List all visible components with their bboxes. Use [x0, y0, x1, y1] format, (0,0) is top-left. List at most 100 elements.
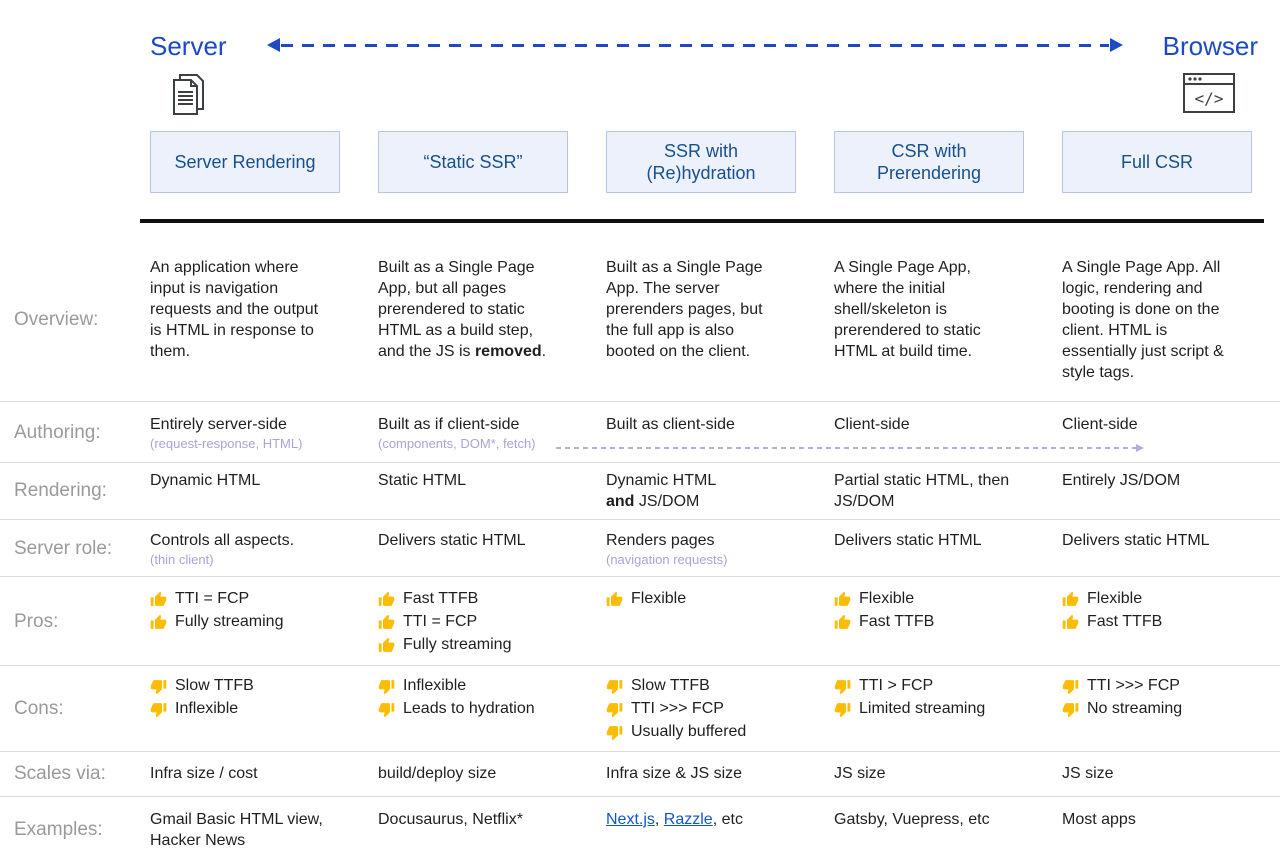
pros-ssr-rehydration: Flexible — [596, 587, 824, 611]
scales-static-ssr: build/deploy size — [378, 765, 497, 782]
server-role-ssr-rehydration: Renders pages (navigation requests) — [596, 530, 824, 568]
browser-label: Browser — [1162, 31, 1258, 61]
con-text: Inflexible — [403, 677, 467, 694]
cons-full-csr: TTI >>> FCP No streaming — [1052, 674, 1280, 721]
con-item: TTI >>> FCP — [606, 698, 786, 720]
pro-text: Fully streaming — [175, 613, 284, 630]
bold-text: removed — [474, 343, 542, 360]
thumbs-up-icon — [378, 591, 395, 606]
sub-note: (thin client) — [150, 552, 214, 567]
pros-server-rendering: TTI = FCP Fully streaming — [140, 587, 368, 634]
pro-text: Fully streaming — [403, 636, 512, 653]
pro-text: Flexible — [1087, 590, 1143, 607]
pro-text: TTI = FCP — [403, 613, 478, 630]
scales-csr-prerendering: JS size — [834, 765, 886, 782]
con-text: Inflexible — [175, 700, 239, 717]
column-header-full-csr: Full CSR — [1062, 131, 1252, 193]
overview-full-csr: A Single Page App. All logic, rendering … — [1062, 259, 1224, 381]
thumbs-down-icon — [606, 725, 623, 740]
pro-item: TTI = FCP — [150, 588, 330, 610]
row-label: Rendering: — [14, 480, 107, 501]
thumbs-down-icon — [834, 702, 851, 717]
column-header-server-rendering: Server Rendering — [150, 131, 340, 193]
thumbs-up-icon — [834, 614, 851, 629]
examples-server-rendering: Gmail Basic HTML view, Hacker News — [150, 811, 323, 849]
rendering-server-rendering: Dynamic HTML — [150, 472, 261, 489]
sub-note: (request-response, HTML) — [150, 436, 303, 451]
text: JS/DOM — [634, 493, 700, 510]
server-label: Server — [150, 31, 227, 61]
thumbs-up-icon — [378, 637, 395, 652]
pros-full-csr: Flexible Fast TTFB — [1052, 587, 1280, 634]
con-item: No streaming — [1062, 698, 1242, 720]
server-browser-spectrum: Server Browser </> — [0, 0, 1280, 117]
thumbs-up-icon — [1062, 591, 1079, 606]
rendering-csr-prerendering: Partial static HTML, then JS/DOM — [834, 472, 1010, 510]
examples-csr-prerendering: Gatsby, Vuepress, etc — [834, 811, 990, 828]
authoring-full-csr: Client-side — [1062, 416, 1138, 433]
authoring-csr-prerendering: Client-side — [834, 416, 910, 433]
con-item: TTI >>> FCP — [1062, 675, 1242, 697]
pros-static-ssr: Fast TTFB TTI = FCP Fully streaming — [368, 587, 596, 657]
thumbs-up-icon — [378, 614, 395, 629]
row-label: Authoring: — [14, 422, 101, 443]
row-scales-via: Scales via: Infra size / cost build/depl… — [0, 752, 1280, 797]
row-label: Scales via: — [14, 763, 106, 784]
main-text: Renders pages — [606, 532, 715, 549]
row-rendering: Rendering: Dynamic HTML Static HTML Dyna… — [0, 463, 1280, 520]
cons-static-ssr: Inflexible Leads to hydration — [368, 674, 596, 721]
row-overview: Overview: An application where input is … — [0, 241, 1280, 402]
rendering-full-csr: Entirely JS/DOM — [1062, 472, 1181, 489]
con-item: Leads to hydration — [378, 698, 558, 720]
rendering-static-ssr: Static HTML — [378, 472, 467, 489]
row-pros: Pros: TTI = FCP Fully streaming Fast TTF… — [0, 577, 1280, 666]
pro-item: Fully streaming — [378, 634, 558, 656]
pro-text: Flexible — [859, 590, 915, 607]
razzle-link[interactable]: Razzle — [663, 811, 713, 828]
con-item: TTI > FCP — [834, 675, 1014, 697]
cons-ssr-rehydration: Slow TTFB TTI >>> FCP Usually buffered — [596, 674, 824, 744]
con-item: Slow TTFB — [606, 675, 786, 697]
server-browser-arrow — [266, 30, 1123, 62]
server-role-static-ssr: Delivers static HTML — [378, 532, 526, 549]
con-text: Limited streaming — [859, 700, 986, 717]
pro-item: Flexible — [606, 588, 786, 610]
sub-note: (components, DOM*, fetch) — [378, 436, 536, 451]
pro-item: Flexible — [1062, 588, 1242, 610]
scales-full-csr: JS size — [1062, 765, 1114, 782]
sub-note: (navigation requests) — [606, 552, 728, 567]
examples-static-ssr: Docusaurus, Netflix* — [378, 811, 523, 828]
row-label: Overview: — [14, 309, 99, 330]
overview-static-ssr: Built as a Single Page App, but all page… — [368, 257, 596, 362]
nextjs-link[interactable]: Next.js — [606, 811, 655, 828]
comparison-table: Overview: An application where input is … — [0, 241, 1280, 867]
thumbs-up-icon — [150, 614, 167, 629]
pro-text: Fast TTFB — [403, 590, 479, 607]
examples-full-csr: Most apps — [1062, 811, 1136, 828]
pros-csr-prerendering: Flexible Fast TTFB — [824, 587, 1052, 634]
browser-endpoint: Browser </> — [1163, 30, 1258, 115]
arrowhead-right-icon — [1136, 444, 1144, 452]
row-authoring: Authoring: Entirely server-side (request… — [0, 402, 1280, 463]
row-examples: Examples: Gmail Basic HTML view, Hacker … — [0, 797, 1280, 867]
con-text: Slow TTFB — [175, 677, 254, 694]
pro-item: Flexible — [834, 588, 1014, 610]
row-server-role: Server role: Controls all aspects. (thin… — [0, 520, 1280, 577]
examples-ssr-rehydration: Next.js, Razzle, etc — [596, 809, 824, 830]
con-text: TTI > FCP — [859, 677, 934, 694]
dashed-line — [280, 44, 1109, 47]
arrowhead-right-icon — [1109, 38, 1123, 52]
thumbs-down-icon — [378, 702, 395, 717]
con-text: Usually buffered — [631, 723, 747, 740]
column-header-csr-prerendering: CSR with Prerendering — [834, 131, 1024, 193]
pro-item: Fast TTFB — [378, 588, 558, 610]
thumbs-up-icon — [1062, 614, 1079, 629]
con-item: Inflexible — [150, 698, 330, 720]
server-role-server-rendering: Controls all aspects. (thin client) — [140, 530, 368, 568]
authoring-server-rendering: Entirely server-side (request-response, … — [140, 414, 368, 452]
thumbs-down-icon — [834, 679, 851, 694]
text: Built as a Single Page App, but all page… — [378, 259, 535, 360]
dashed-line — [556, 447, 1137, 449]
bold-text: and — [606, 493, 635, 510]
thumbs-down-icon — [606, 702, 623, 717]
